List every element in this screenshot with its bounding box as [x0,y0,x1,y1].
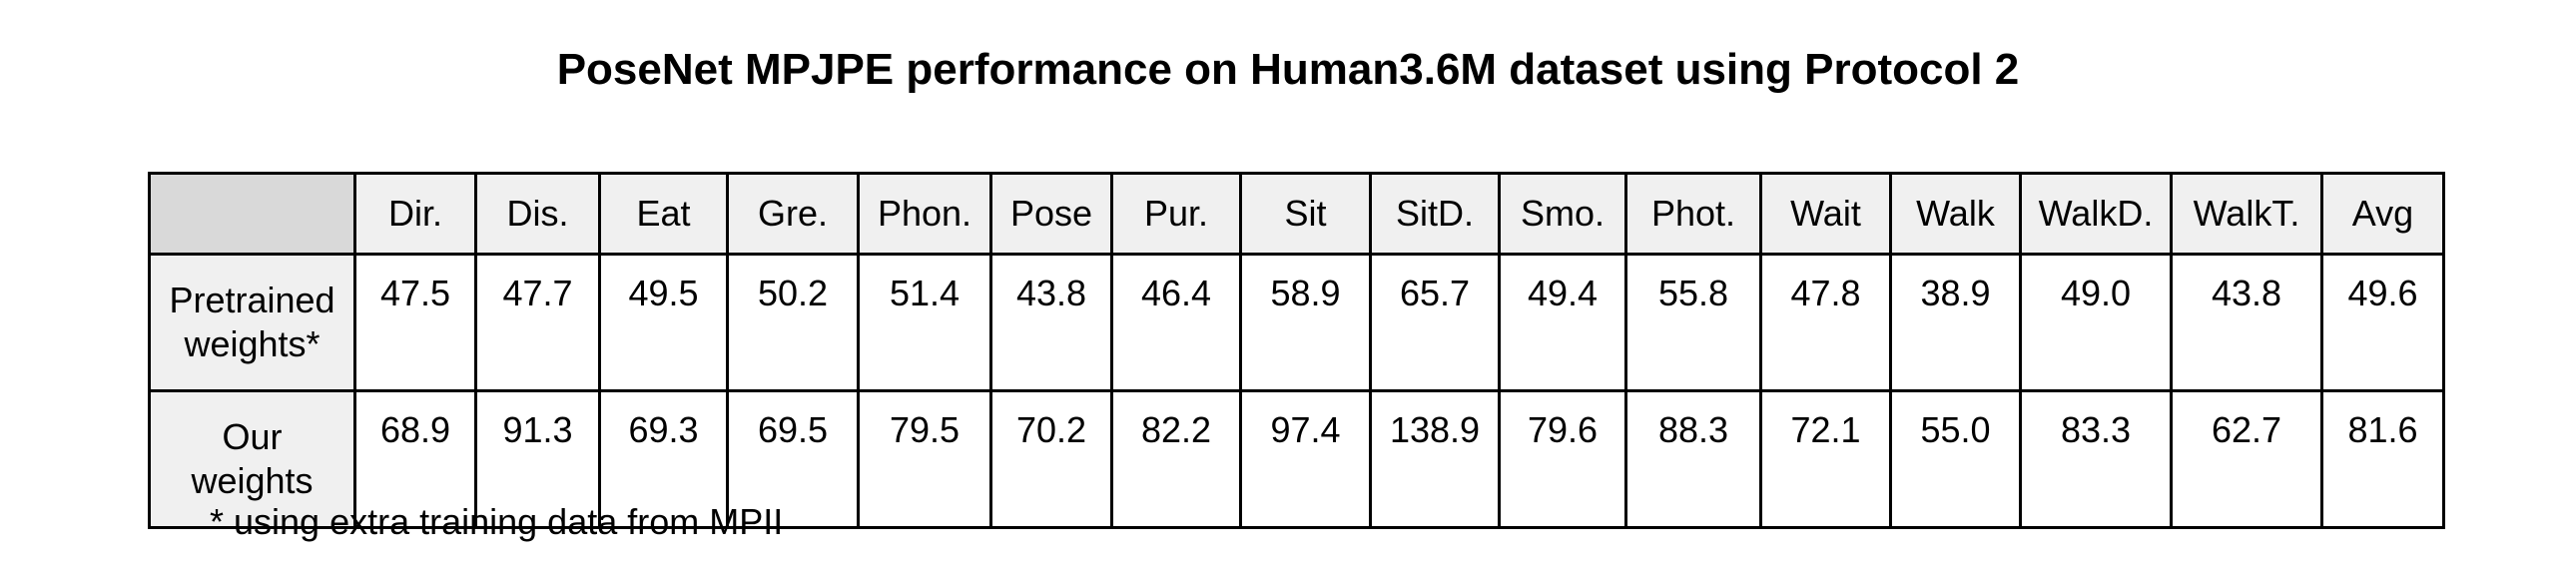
table-row-pretrained: Pretrained weights* 47.5 47.7 49.5 50.2 … [148,253,2445,392]
table-cell: 82.2 [1110,389,1242,529]
table-cell: 97.4 [1239,389,1372,529]
column-header: Sit [1239,172,1372,256]
table-cell: 79.5 [857,389,992,529]
corner-cell [148,172,356,256]
row-label-line: weights [191,460,314,501]
table-cell: 72.1 [1759,389,1892,529]
column-header: Smo. [1498,172,1627,256]
column-header: Pose [989,172,1113,256]
table-cell: 43.8 [2170,253,2323,392]
table-cell: 49.4 [1498,253,1627,392]
table-cell: 88.3 [1624,389,1762,529]
table-cell: 47.8 [1759,253,1892,392]
table-cell: 138.9 [1369,389,1501,529]
table-cell: 49.5 [598,253,729,392]
footnote: * using extra training data from MPII [210,501,784,542]
column-header: WalkD. [2019,172,2173,256]
row-label-ours: Our weights [148,389,356,529]
column-header: Avg [2320,172,2445,256]
column-header: Phon. [857,172,992,256]
table-cell: 62.7 [2170,389,2323,529]
table-cell: 49.6 [2320,253,2445,392]
table-cell: 50.2 [726,253,860,392]
column-header: Dir. [353,172,477,256]
column-header: Dis. [474,172,601,256]
table-cell: 46.4 [1110,253,1242,392]
results-table: Dir. Dis. Eat Gre. Phon. Pose Pur. Sit S… [148,172,2445,529]
table-cell: 55.8 [1624,253,1762,392]
row-label-line: Our [222,416,283,457]
header-row: Dir. Dis. Eat Gre. Phon. Pose Pur. Sit S… [148,172,2445,256]
table-cell: 58.9 [1239,253,1372,392]
table-cell: 69.3 [598,389,729,529]
table-cell: 79.6 [1498,389,1627,529]
column-header: Eat [598,172,729,256]
column-header: Wait [1759,172,1892,256]
row-label-line: Pretrained [169,280,335,320]
table-cell: 91.3 [474,389,601,529]
column-header: Gre. [726,172,860,256]
table-cell: 70.2 [989,389,1113,529]
row-label-line: weights* [184,323,321,364]
column-header: WalkT. [2170,172,2323,256]
table-cell: 69.5 [726,389,860,529]
table-cell: 68.9 [353,389,477,529]
table-cell: 49.0 [2019,253,2173,392]
column-header: Pur. [1110,172,1242,256]
table-cell: 43.8 [989,253,1113,392]
column-header: SitD. [1369,172,1501,256]
column-header: Phot. [1624,172,1762,256]
table-cell: 51.4 [857,253,992,392]
table-cell: 65.7 [1369,253,1501,392]
table-cell: 83.3 [2019,389,2173,529]
table-cell: 47.7 [474,253,601,392]
column-header: Walk [1889,172,2022,256]
table-title: PoseNet MPJPE performance on Human3.6M d… [556,45,2020,94]
table-row-ours: Our weights 68.9 91.3 69.3 69.5 79.5 70.… [148,389,2445,529]
table-cell: 55.0 [1889,389,2022,529]
table-cell: 47.5 [353,253,477,392]
table-cell: 81.6 [2320,389,2445,529]
table-cell: 38.9 [1889,253,2022,392]
row-label-pretrained: Pretrained weights* [148,253,356,392]
